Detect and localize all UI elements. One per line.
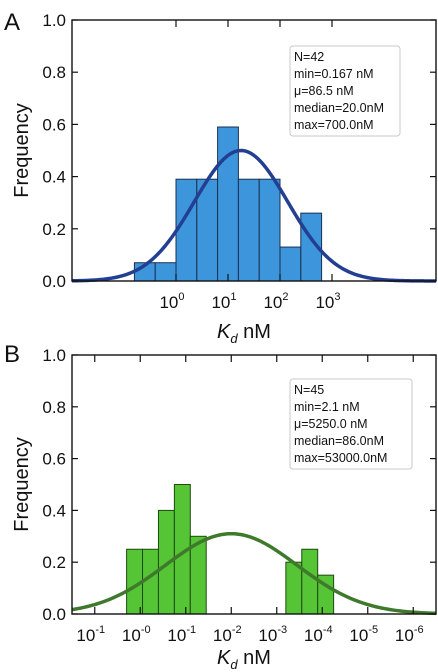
y-tick-label: 0.8 [42, 63, 66, 82]
y-tick-label: 0.0 [42, 272, 66, 291]
plot-frame [71, 19, 437, 282]
stats-line: min=0.167 nM [294, 67, 374, 81]
x-tick-label: 10-2 [213, 624, 242, 645]
x-tick-label: 102 [263, 291, 288, 312]
stats-line: median=86.0nM [294, 434, 384, 448]
histogram-bar [175, 178, 198, 282]
x-tick-label: 101 [211, 291, 236, 312]
histogram-bar [237, 178, 260, 282]
x-tick-label: 10-5 [349, 624, 378, 645]
chart-panel-b: B 0.0 0.2 0.4 0.6 0.8 1.0 10-1 10-0 10-1 10-2 10-3 1… [4, 341, 437, 672]
stats-line: min=2.1 nM [294, 400, 360, 414]
histogram-bar [154, 262, 177, 282]
x-tick-label: 100 [159, 291, 184, 312]
y-tick-label: 1.0 [42, 11, 66, 30]
y-tick-label: 0.2 [42, 220, 66, 239]
x-tick-label: 103 [315, 291, 340, 312]
panel-letter: A [4, 9, 20, 36]
stats-line: μ=86.5 nM [294, 84, 354, 98]
x-tick-label: 10-6 [395, 624, 424, 645]
x-tick-label: 10-1 [76, 624, 105, 645]
histogram-bar [258, 178, 281, 282]
y-tick-label: 1.0 [42, 346, 66, 365]
histogram-bar [279, 246, 302, 282]
fit-curve [71, 148, 437, 283]
histogram-bar [301, 548, 319, 615]
stats-line: N=42 [294, 50, 324, 64]
stats-line: max=53000.0nM [294, 451, 387, 465]
x-tick-label: 10-1 [167, 624, 196, 645]
y-tick-label: 0.2 [42, 553, 66, 572]
y-axis-label: Frequency [11, 437, 33, 532]
chart-panel-a: A 0.0 0.2 0.4 0.6 0.8 1.0 100 101 102 103 Frequency… [4, 9, 437, 346]
stats-line: μ=5250.0 nM [294, 417, 368, 431]
plot-frame [71, 354, 437, 615]
x-axis-label: Kd nM [217, 647, 271, 672]
y-tick-label: 0.4 [42, 501, 66, 520]
y-tick-label: 0.6 [42, 115, 66, 134]
fit-curve [71, 531, 437, 616]
stats-line: median=20.0nM [294, 101, 384, 115]
histogram-bar [285, 561, 303, 615]
y-tick-label: 0.6 [42, 450, 66, 469]
y-tick-label: 0.4 [42, 168, 66, 187]
x-tick-label: 10-4 [304, 624, 333, 645]
x-axis-label: Kd nM [217, 321, 271, 346]
x-tick-label: 10-3 [258, 624, 287, 645]
y-tick-label: 0.0 [42, 605, 66, 624]
y-tick-label: 0.8 [42, 398, 66, 417]
x-tick-label: 10-0 [122, 624, 151, 645]
stats-box [289, 378, 413, 470]
stats-line: max=700.0nM [294, 118, 374, 132]
stats-line: N=45 [294, 383, 324, 397]
panel-letter: B [4, 341, 20, 368]
y-axis-label: Frequency [11, 103, 33, 198]
stats-box [289, 45, 401, 137]
